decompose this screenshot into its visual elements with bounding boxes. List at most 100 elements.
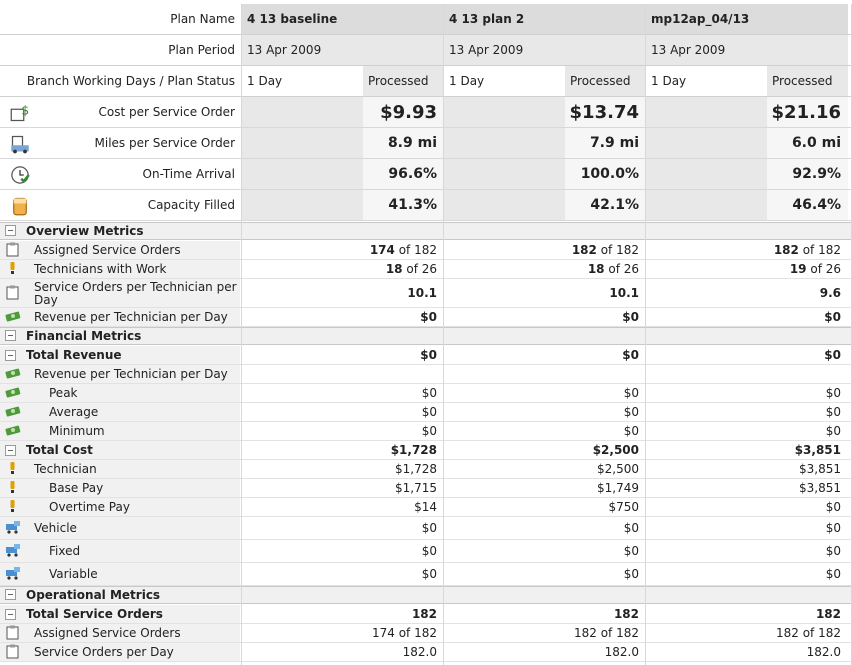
- row-divider: [0, 402, 852, 403]
- plan-name: 4 13 plan 2: [444, 4, 646, 34]
- metric-row-label-bg: [0, 346, 240, 364]
- collapse-icon[interactable]: [5, 609, 16, 620]
- plan-period: 13 Apr 2009: [242, 35, 444, 65]
- row-divider: [0, 623, 852, 624]
- metric-value: $0: [421, 386, 437, 400]
- kpi-left-blank: [444, 128, 565, 159]
- metric-label: Variable: [49, 567, 98, 581]
- header-divider: [0, 34, 852, 35]
- plan-name: 4 13 baseline: [242, 4, 444, 34]
- column-divider: [241, 4, 242, 665]
- metric-value: $1,728: [395, 462, 437, 476]
- clipboard-icon: [5, 625, 21, 641]
- metric-label: Assigned Service Orders: [34, 243, 181, 257]
- section-header[interactable]: [0, 586, 852, 604]
- section-title: Overview Metrics: [26, 224, 144, 238]
- metric-value: $0: [824, 348, 841, 362]
- kpi-left-blank: [646, 128, 767, 159]
- metric-label: Average: [49, 405, 99, 419]
- metric-row-label-bg: [0, 365, 240, 383]
- metric-value: 174 of 182: [371, 626, 437, 640]
- kpi-divider: [0, 158, 852, 159]
- metric-value: 18 of 26: [444, 260, 646, 278]
- section-title: Operational Metrics: [26, 588, 161, 602]
- metric-label: Service Orders per Technician per Day: [34, 280, 237, 307]
- metric-value: $0: [420, 310, 437, 324]
- clock-check-icon-graphic: [11, 166, 30, 184]
- metric-label: Total Service Orders: [26, 607, 163, 621]
- metric-value: 9.6: [819, 286, 841, 300]
- row-divider: [0, 478, 852, 479]
- kpi-value: 42.1%: [565, 190, 646, 221]
- section-header[interactable]: [0, 222, 852, 240]
- money-icon: [5, 309, 21, 325]
- metric-row-label-bg: [0, 241, 240, 259]
- metric-label: Fixed: [49, 544, 81, 558]
- kpi-value: $13.74: [565, 97, 646, 128]
- collapse-icon[interactable]: [5, 350, 16, 361]
- svg-text:$: $: [21, 103, 29, 117]
- money-icon-graphic: [5, 406, 21, 417]
- metric-value: $0: [622, 348, 639, 362]
- metric-label: Technicians with Work: [34, 262, 167, 276]
- metric-value: $0: [623, 544, 639, 558]
- metric-value: [242, 365, 444, 383]
- technician-icon: [5, 461, 21, 477]
- collapse-icon[interactable]: [5, 225, 16, 236]
- metric-value-total: of 182: [596, 243, 639, 257]
- kpi-left-blank: [242, 190, 363, 221]
- metric-row-label-bg: [0, 441, 240, 459]
- metric-value: $1,749: [597, 481, 639, 495]
- kpi-value: 100.0%: [565, 159, 646, 190]
- metric-value: $1,728: [390, 443, 437, 457]
- kpi-value: 7.9 mi: [565, 128, 646, 159]
- kpi-label-cell: [0, 159, 242, 190]
- plan-period: 13 Apr 2009: [646, 35, 848, 65]
- metric-row-label-bg: [0, 540, 240, 562]
- clipboard-icon-graphic: [6, 644, 19, 659]
- kpi-left-blank: [646, 190, 767, 221]
- row-divider: [0, 383, 852, 384]
- metric-value: 182.0: [806, 645, 841, 659]
- metric-value-total: of 182: [394, 243, 437, 257]
- metric-value: $0: [825, 567, 841, 581]
- collapse-icon[interactable]: [5, 445, 16, 456]
- metric-label: Total Cost: [26, 443, 93, 457]
- metric-label: Overtime Pay: [49, 500, 130, 514]
- metric-row-label-bg: [0, 624, 240, 642]
- kpi-label: Miles per Service Order: [94, 136, 235, 150]
- kpi-left-blank: [444, 97, 565, 128]
- plan-working-days: 1 Day: [444, 66, 565, 96]
- kpi-value: $21.16: [767, 97, 848, 128]
- metric-value: $0: [623, 386, 639, 400]
- metric-value: $0: [623, 424, 639, 438]
- metric-value: 174 of 182: [242, 241, 444, 259]
- vehicle-icon: [5, 520, 21, 536]
- collapse-icon[interactable]: [5, 330, 16, 341]
- clipboard-icon: [5, 285, 21, 301]
- kpi-left-blank: [242, 128, 363, 159]
- section-title: Financial Metrics: [26, 329, 142, 343]
- metric-value: 182: [613, 607, 639, 621]
- section-header[interactable]: [0, 327, 852, 345]
- metric-value-count: 182: [571, 243, 597, 257]
- metric-row-label-bg: [0, 422, 240, 440]
- collapse-icon[interactable]: [5, 589, 16, 600]
- vehicle-icon: [5, 566, 21, 582]
- row-divider: [0, 307, 852, 308]
- header-divider: [0, 65, 852, 66]
- kpi-value: 41.3%: [363, 190, 444, 221]
- vehicle-icon-graphic: [6, 544, 20, 557]
- metric-value: 182 of 182: [646, 241, 848, 259]
- metric-value: $0: [825, 386, 841, 400]
- money-icon-graphic: [5, 425, 21, 436]
- metric-row-label-bg: [0, 563, 240, 585]
- money-icon: [5, 385, 21, 401]
- metric-value: 19 of 26: [646, 260, 848, 278]
- capacity-jar-icon-graphic: [13, 197, 27, 216]
- kpi-label: On-Time Arrival: [142, 167, 235, 181]
- metric-value: $0: [825, 521, 841, 535]
- metric-label: Technician: [34, 462, 97, 476]
- row-divider: [0, 642, 852, 643]
- row-divider: [0, 278, 852, 279]
